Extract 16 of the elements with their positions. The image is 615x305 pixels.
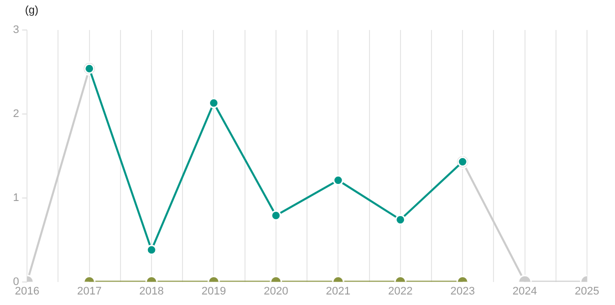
- y-tick-label: 2: [12, 108, 20, 120]
- x-tick-label: 2020: [264, 285, 288, 298]
- y-tick-label: 1: [12, 192, 20, 204]
- y-tick-label: 0: [12, 276, 20, 288]
- x-tick-label: 2016: [14, 285, 40, 298]
- y-tick-label: 3: [12, 24, 20, 36]
- point: [332, 174, 344, 186]
- x-tick-label: 2017: [77, 285, 102, 298]
- x-tick-label: 2022: [388, 285, 413, 298]
- x-tick-label: 2025: [574, 285, 600, 298]
- x-tick-label: 2021: [326, 285, 350, 298]
- x-tick-label: 2019: [202, 285, 226, 298]
- x-tick-label: 2023: [450, 285, 475, 298]
- y-axis-title: (g): [25, 4, 38, 17]
- x-tick-label: 2018: [139, 285, 164, 298]
- x-tick-label: 2024: [512, 285, 538, 298]
